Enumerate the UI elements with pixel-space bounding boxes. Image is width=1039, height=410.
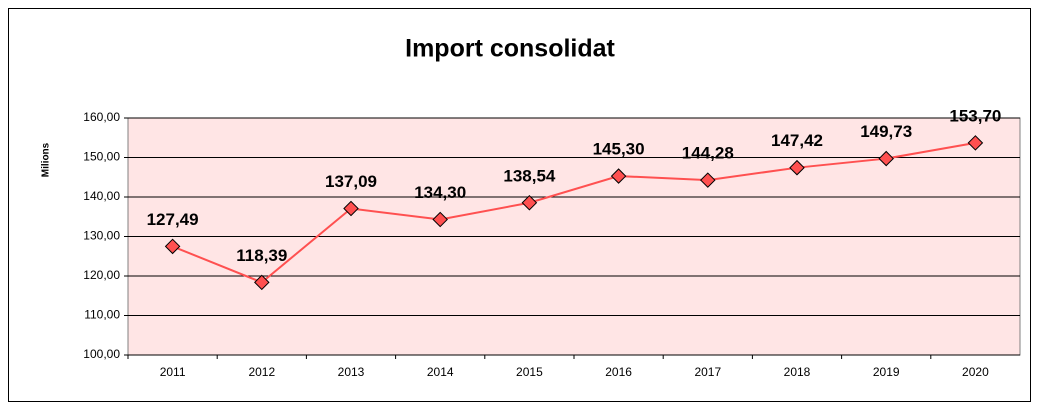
data-label: 153,70 <box>949 106 1001 125</box>
data-point <box>789 159 805 176</box>
x-tick-label: 2016 <box>605 365 632 379</box>
data-point <box>343 200 359 217</box>
x-tick-label: 2015 <box>516 365 543 379</box>
y-tick-label: 160,00 <box>83 110 120 124</box>
x-tick-label: 2012 <box>248 365 275 379</box>
x-tick-label: 2013 <box>338 365 365 379</box>
x-tick-label: 2019 <box>873 365 900 379</box>
data-point <box>164 238 181 255</box>
y-axis-label: Milions <box>41 142 52 177</box>
data-point <box>967 135 984 151</box>
x-tick-label: 2017 <box>694 365 721 379</box>
data-label: 118,39 <box>236 246 287 265</box>
x-tick-label: 2011 <box>160 365 186 379</box>
y-tick-label: 100,00 <box>83 347 120 361</box>
y-tick-label: 110,00 <box>84 308 120 322</box>
x-tick-label: 2018 <box>784 365 811 379</box>
data-label: 127,49 <box>147 210 199 229</box>
data-point <box>610 168 627 184</box>
data-point <box>254 274 270 291</box>
data-point <box>878 150 894 167</box>
y-tick-label: 120,00 <box>83 268 120 282</box>
data-label: 147,42 <box>771 131 823 150</box>
data-label: 138,54 <box>503 166 556 185</box>
data-label: 137,09 <box>325 172 377 191</box>
data-label: 134,30 <box>414 183 466 202</box>
data-label: 144,28 <box>682 144 734 163</box>
y-tick-label: 130,00 <box>83 229 120 243</box>
chart-title: Import consolidat <box>405 35 615 63</box>
data-line <box>172 141 976 284</box>
y-tick-label: 140,00 <box>83 189 120 203</box>
y-tick-label: 150,00 <box>83 150 120 164</box>
data-point <box>432 211 448 228</box>
data-point <box>521 194 538 211</box>
data-label: 149,73 <box>860 122 912 141</box>
data-label: 145,30 <box>593 140 645 159</box>
x-tick-label: 2020 <box>962 365 989 379</box>
x-tick-label: 2014 <box>427 365 454 379</box>
data-point <box>700 172 716 188</box>
